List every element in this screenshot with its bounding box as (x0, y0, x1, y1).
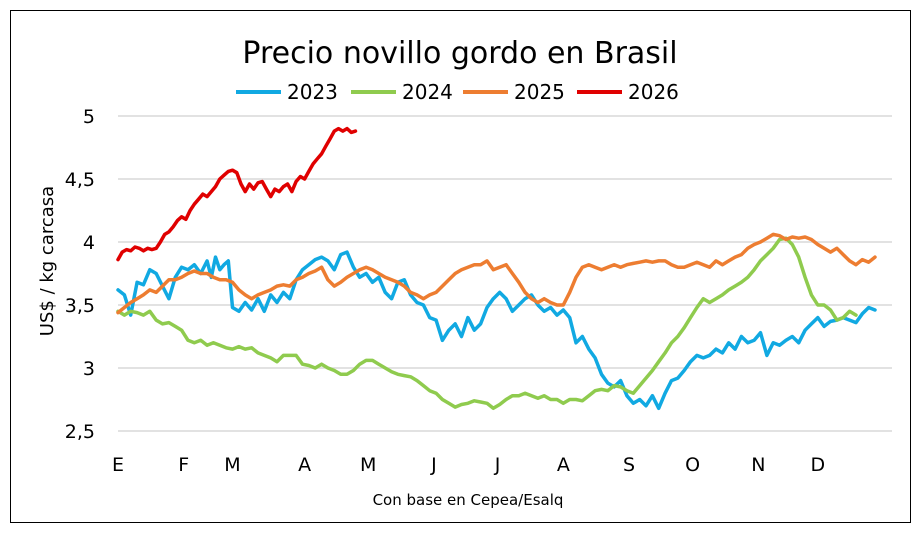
legend-label-2026: 2026 (628, 80, 679, 104)
series-line-2024 (116, 236, 858, 411)
y-tick-label: 3 (83, 358, 95, 380)
y-tick-label: 3,5 (65, 295, 95, 317)
series-line-2025 (116, 232, 877, 315)
series-line-2023 (116, 250, 877, 411)
x-tick-label: D (810, 454, 825, 476)
legend-label-2023: 2023 (287, 80, 338, 104)
x-tick-label: M (360, 454, 376, 476)
legend: 2023 2024 2025 2026 (236, 80, 679, 104)
gridlines (118, 115, 892, 432)
y-tick-label: 4 (83, 232, 95, 254)
x-tick-label: O (685, 454, 700, 476)
y-tick-label: 2,5 (65, 421, 95, 443)
series-lines (116, 126, 877, 411)
series-line-2026 (116, 126, 358, 262)
x-tick-label: J (430, 454, 437, 476)
y-axis-ticks: 2,5 3 3,5 4 4,5 5 (65, 106, 95, 443)
x-axis-label: Con base en Cepea/Esalq (373, 491, 564, 509)
line-chart: Precio novillo gordo en Brasil 2023 2024 2… (37, 36, 892, 509)
x-tick-label: J (494, 454, 501, 476)
x-tick-label: E (112, 454, 124, 476)
chart-title: Precio novillo gordo en Brasil (242, 36, 677, 71)
legend-label-2025: 2025 (514, 80, 565, 104)
x-tick-label: S (623, 454, 635, 476)
y-tick-label: 4,5 (65, 169, 95, 191)
x-tick-label: M (224, 454, 240, 476)
x-tick-label: N (751, 454, 765, 476)
x-tick-label: A (557, 454, 570, 476)
y-tick-label: 5 (83, 106, 95, 128)
x-tick-label: F (178, 454, 189, 476)
y-axis-label: US$ / kg carcasa (37, 186, 58, 336)
chart-frame: Precio novillo gordo en Brasil 2023 2024 2… (10, 10, 911, 523)
legend-label-2024: 2024 (402, 80, 453, 104)
x-tick-label: A (298, 454, 311, 476)
